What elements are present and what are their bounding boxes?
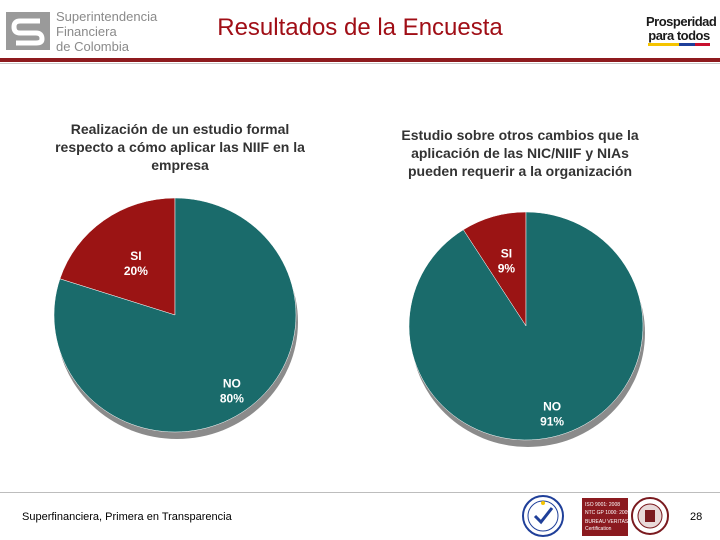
org-name-line-1: Superintendencia — [56, 9, 158, 24]
iso-certification-badge: ISO 9001: 2008 NTC GP 1000: 2009 BUREAU … — [582, 498, 631, 536]
chart-1-label-no: NO — [223, 377, 241, 391]
cert-line-4: Certification — [585, 526, 612, 532]
prosperidad-logo: Prosperidad para todos — [646, 14, 717, 46]
org-name-line-2: Financiera — [56, 24, 117, 39]
chart-2-title: Estudio sobre otros cambios que la aplic… — [401, 127, 639, 179]
chart-2-value-no: 91% — [540, 415, 564, 429]
header-rule-thin — [0, 63, 720, 64]
superfinanciera-emblem-icon — [6, 12, 50, 50]
chart-2-label-si: SI — [501, 246, 512, 260]
chart-1-label-si: SI — [130, 249, 141, 263]
brand-line-1: Prosperidad — [646, 14, 717, 29]
chart-1-slice-si — [59, 197, 176, 316]
bureau-veritas-seal-icon — [631, 497, 669, 535]
cert-line-3: BUREAU VERITAS — [585, 519, 629, 525]
brand-line-2: para todos — [648, 28, 710, 43]
header-rule — [0, 58, 720, 62]
page-number: 28 — [690, 511, 703, 523]
footer-rule — [0, 492, 720, 493]
chart-2-label-no: NO — [543, 400, 561, 414]
chart-1-value-si: 20% — [124, 264, 148, 278]
cert-line-2: NTC GP 1000: 2009 — [585, 510, 631, 516]
org-name-line-3: de Colombia — [56, 39, 129, 54]
page-title: Resultados de la Encuesta — [217, 14, 503, 41]
colombia-seal-icon — [522, 495, 564, 537]
footer-text: Superfinanciera, Primera en Transparenci… — [22, 511, 232, 523]
header: Superintendencia Financiera de Colombia … — [0, 0, 720, 60]
flag-stripe-icon — [648, 43, 710, 46]
chart-2-slice-no — [408, 211, 644, 441]
chart-1-value-no: 80% — [220, 392, 244, 406]
chart-1-slice-no — [53, 197, 297, 433]
superfinanciera-logo: Superintendencia Financiera de Colombia — [6, 8, 166, 54]
cert-line-1: ISO 9001: 2008 — [585, 502, 621, 508]
chart-1-title: Realización de un estudio formal respect… — [55, 121, 305, 173]
chart-2-value-si: 9% — [498, 261, 516, 275]
